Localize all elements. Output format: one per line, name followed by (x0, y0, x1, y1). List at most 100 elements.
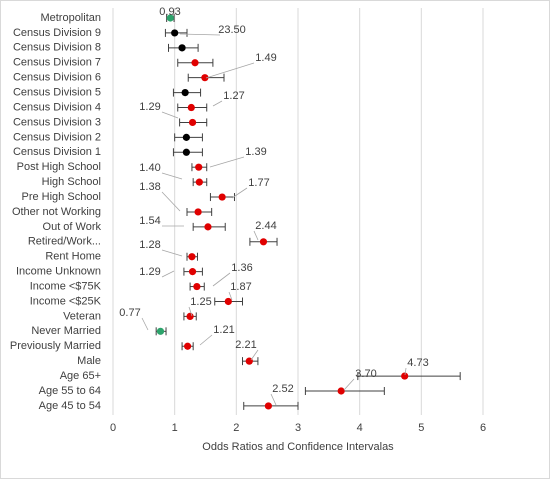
point (218, 193, 226, 201)
point (188, 268, 197, 276)
point (182, 148, 190, 156)
annotation: 1.40 (139, 162, 160, 174)
point (166, 14, 174, 22)
x-tick-label: 0 (110, 422, 116, 434)
y-tick-label: High School (42, 176, 101, 188)
leader-line (161, 191, 181, 212)
y-tick-label: Male (77, 355, 101, 367)
annotation: 1.49 (255, 52, 276, 64)
leader-line (199, 334, 213, 346)
y-tick-label: Age 55 to 64 (39, 385, 101, 397)
annotation: 1.29 (139, 266, 160, 278)
y-tick-label: Previously Married (10, 340, 101, 352)
y-tick-label: Census Division 2 (13, 131, 101, 143)
y-tick-label: Retired/Work... (28, 236, 101, 248)
y-tick-label: Metropolitan (40, 12, 101, 24)
leader-line (209, 156, 245, 168)
y-tick-label: Out of Work (43, 221, 102, 233)
x-tick-label: 4 (357, 422, 363, 434)
annotation: 1.21 (213, 324, 234, 336)
annotation: 1.28 (139, 239, 160, 251)
leader-line (253, 230, 259, 241)
annotation: 23.50 (218, 24, 246, 36)
x-tick-label: 6 (480, 422, 486, 434)
y-tick-label: Income Unknown (16, 266, 101, 278)
leader-line (179, 33, 221, 36)
y-tick-label: Census Division 7 (13, 57, 101, 69)
annotation: 0.93 (159, 6, 180, 18)
y-tick-label: Census Division 3 (13, 116, 101, 128)
annotation: 1.77 (248, 177, 269, 189)
x-axis-label: Odds Ratios and Confidence Intervalas (202, 441, 394, 453)
leader-line (161, 111, 179, 119)
annotation: 1.39 (245, 146, 266, 158)
point (194, 208, 202, 216)
point (187, 103, 195, 112)
leader-line (250, 349, 259, 361)
y-tick-label: Census Division 5 (13, 87, 101, 99)
point (224, 297, 232, 306)
point (401, 372, 409, 380)
annotation: 1.25 (190, 296, 211, 308)
point (193, 282, 201, 291)
leader-line (404, 367, 407, 376)
point (156, 327, 165, 335)
error-bar (304, 387, 385, 395)
y-tick-label: Post High School (17, 161, 101, 173)
point (195, 163, 203, 171)
annotation: 4.73 (407, 357, 428, 369)
point (191, 59, 199, 67)
leader-line (161, 172, 183, 180)
leader-line (343, 378, 355, 391)
y-tick-label: Census Division 1 (13, 146, 101, 158)
leader-line (141, 317, 149, 331)
x-tick-label: 1 (172, 422, 178, 434)
leader-line (212, 272, 231, 287)
point (188, 118, 197, 127)
leader-line (228, 291, 233, 301)
annotation: 1.36 (231, 262, 252, 274)
leader-line (231, 187, 248, 199)
y-tick-label: Income <$25K (30, 295, 102, 307)
point (264, 402, 272, 410)
leader-line (161, 270, 175, 278)
annotation: 2.21 (235, 339, 256, 351)
y-tick-label: Never Married (31, 325, 101, 337)
y-tick-label: Age 45 to 54 (39, 400, 101, 412)
leader-line (188, 306, 193, 317)
annotation: 3.70 (355, 368, 376, 380)
point (181, 89, 189, 97)
y-tick-label: Census Division 6 (13, 72, 101, 84)
y-tick-label: Income <$75K (30, 280, 102, 292)
annotation: 1.87 (230, 281, 251, 293)
leader-line (205, 62, 255, 79)
leader-line (270, 393, 277, 406)
annotation: 1.27 (223, 90, 244, 102)
point (337, 387, 345, 395)
y-tick-label: Census Division 8 (13, 42, 101, 54)
annotation: 2.52 (272, 383, 293, 395)
annotation: 1.29 (139, 101, 160, 113)
x-tick-label: 3 (295, 422, 301, 434)
x-tick-label: 5 (418, 422, 424, 434)
y-tick-label: Veteran (63, 310, 101, 322)
point (184, 342, 192, 350)
annotation: 0.77 (119, 307, 140, 319)
x-tick-label: 2 (233, 422, 239, 434)
point (259, 238, 268, 246)
y-tick-label: Census Division 4 (13, 101, 101, 113)
error-bar (357, 372, 461, 381)
point (188, 253, 196, 261)
annotation: 1.54 (139, 215, 160, 227)
y-tick-label: Other not Working (12, 206, 101, 218)
point (201, 74, 209, 82)
point (182, 133, 190, 141)
y-tick-label: Pre High School (22, 191, 102, 203)
y-tick-label: Age 65+ (60, 370, 101, 382)
point (171, 29, 179, 37)
point (178, 44, 186, 52)
y-tick-label: Rent Home (45, 251, 101, 263)
leader-line (212, 100, 223, 107)
